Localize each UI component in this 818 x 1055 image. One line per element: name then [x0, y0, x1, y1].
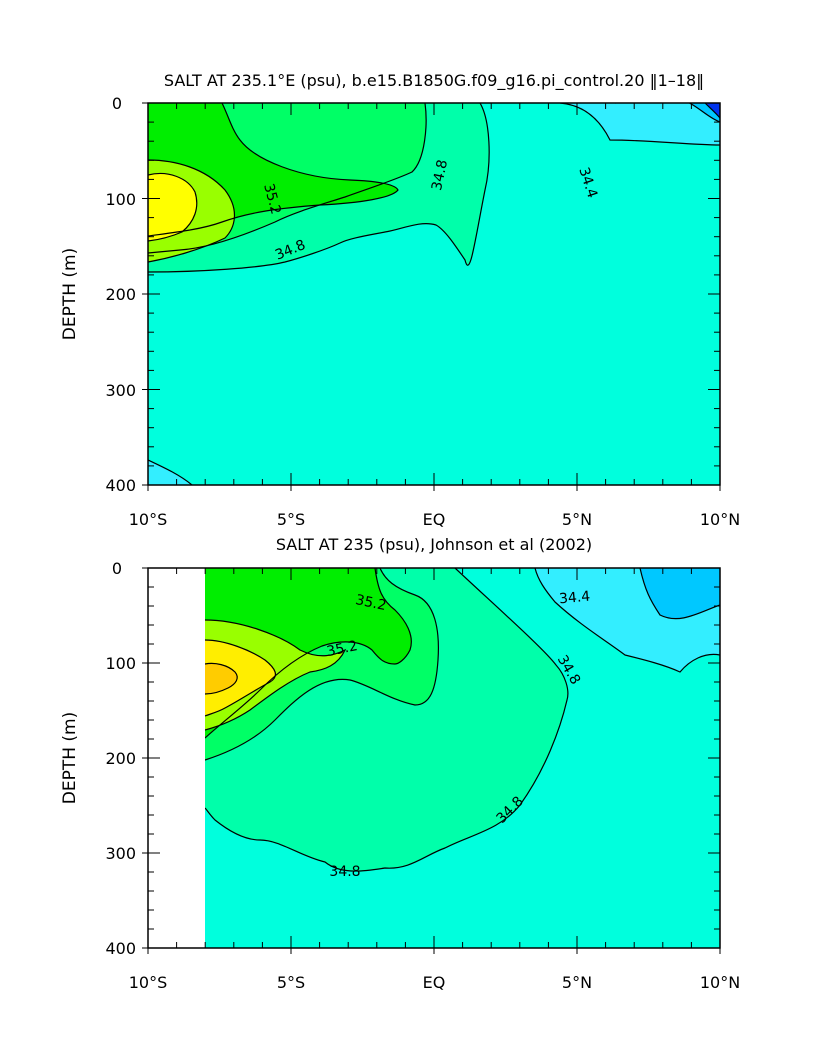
contour-line	[559, 103, 720, 146]
contour-line	[204, 662, 238, 695]
axis-ticks-bottom	[142, 567, 721, 954]
fill-34-8-blob	[290, 158, 481, 230]
contour-lines-bottom	[204, 568, 720, 872]
contour-label: 35.2	[354, 592, 388, 614]
x-tick-label: 10°S	[129, 510, 168, 529]
contour-line	[148, 103, 427, 254]
fill-34-3	[640, 568, 720, 619]
contour-line	[204, 568, 569, 872]
contour-line	[204, 568, 412, 739]
y-tick-label: 200	[105, 285, 136, 304]
panel-top: SALT AT 235.1°E (psu), b.e15.B1850G.f09_…	[60, 71, 740, 529]
y-tick-label: 300	[105, 381, 136, 400]
y-tick-label: 0	[112, 94, 122, 113]
fill-35-8	[205, 663, 238, 694]
y-tick-label: 200	[105, 749, 136, 768]
x-tick-label: 5°S	[277, 510, 305, 529]
contour-lines-top	[148, 103, 720, 485]
y-axis-label-bottom: DEPTH (m)	[60, 712, 80, 804]
y-tick-labels-bottom: 0 100 200 300 400	[105, 559, 136, 958]
fill-35-2	[205, 568, 412, 738]
contour-line	[148, 103, 490, 273]
contour-line	[639, 568, 720, 620]
y-tick-label: 100	[105, 654, 136, 673]
y-tick-label: 300	[105, 844, 136, 863]
contour-line	[704, 103, 720, 119]
y-tick-label: 400	[105, 939, 136, 958]
contour-line	[148, 172, 198, 242]
fill-35-6	[205, 640, 276, 716]
y-tick-label: 0	[112, 559, 122, 578]
contour-line	[615, 103, 720, 123]
x-tick-labels-bottom: 10°S 5°S EQ 5°N 10°N	[129, 973, 740, 992]
x-tick-label: 10°N	[700, 973, 740, 992]
x-tick-label: 5°S	[277, 973, 305, 992]
fill-34-0	[705, 103, 720, 118]
axis-ticks-top	[142, 102, 721, 491]
x-tick-label: EQ	[423, 973, 446, 992]
y-tick-labels-top: 0 100 200 300 400	[105, 94, 136, 495]
contour-line	[204, 639, 277, 717]
contour-line	[204, 619, 347, 731]
contour-label: 35.2	[260, 182, 284, 216]
contour-label: 34.8	[329, 864, 360, 880]
contour-line	[534, 568, 720, 673]
contour-line	[204, 568, 439, 761]
panel-bottom: SALT AT 235 (psu), Johnson et al (2002) …	[60, 535, 740, 992]
contour-fills-bottom	[205, 568, 720, 948]
contour-line	[148, 103, 399, 237]
chart-title-top: SALT AT 235.1°E (psu), b.e15.B1850G.f09_…	[164, 71, 704, 91]
x-tick-labels-top: 10°S 5°S EQ 5°N 10°N	[129, 510, 740, 529]
chart-title-bottom: SALT AT 235 (psu), Johnson et al (2002)	[276, 535, 592, 554]
x-tick-label: EQ	[423, 510, 446, 529]
contour-label: 34.8	[429, 158, 451, 192]
fill-34-4-low	[148, 460, 192, 485]
y-tick-label: 400	[105, 476, 136, 495]
fill-35-6	[148, 173, 197, 241]
y-tick-label: 100	[105, 190, 136, 209]
contour-label: 34.4	[558, 589, 591, 608]
x-tick-label: 10°S	[129, 973, 168, 992]
x-tick-label: 5°N	[562, 973, 592, 992]
contour-fills-top	[148, 103, 720, 485]
fill-34-4	[560, 103, 720, 145]
x-tick-label: 10°N	[700, 510, 740, 529]
y-axis-label-top: DEPTH (m)	[60, 248, 80, 340]
contour-label: 35.2	[325, 638, 359, 660]
x-tick-label: 5°N	[562, 510, 592, 529]
contour-line	[148, 459, 193, 485]
